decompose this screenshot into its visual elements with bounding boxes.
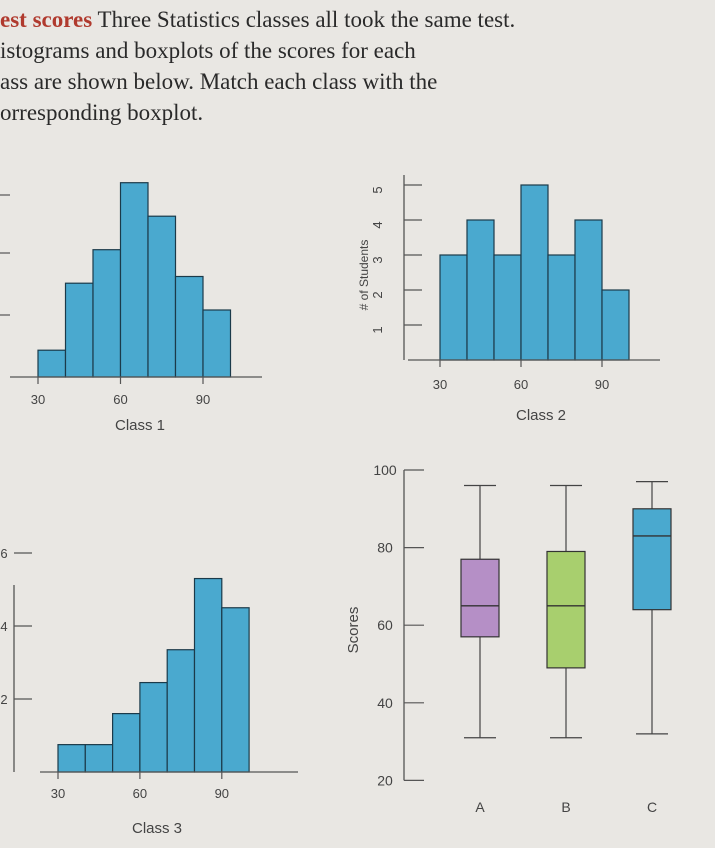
boxplot-y-tick-label: 40: [377, 695, 393, 711]
hist3-bar: [221, 607, 250, 773]
boxplot-box: [546, 550, 586, 669]
hist2-y-tick-label: 1: [370, 326, 385, 333]
hist2-bar: [493, 254, 522, 361]
hist1-x-tick-label: 30: [31, 392, 45, 407]
hist3-bar: [193, 577, 223, 773]
hist1-bar: [147, 215, 177, 378]
problem-statement: est scores Three Statistics classes all …: [0, 4, 715, 128]
boxplot-box: [632, 508, 672, 611]
boxplot-y-label: Scores: [345, 607, 362, 654]
hist2-x-label: Class 2: [516, 407, 566, 424]
problem-line-4: orresponding boxplot.: [0, 100, 204, 125]
hist1-bar: [37, 349, 67, 378]
hist2-y-label: # of Students: [357, 240, 371, 311]
hist2-y-tick-label: 2: [370, 291, 385, 298]
hist3-x-tick-label: 60: [133, 786, 147, 801]
hist2-y-tick-label: 3: [370, 256, 385, 263]
problem-line-2: istograms and boxplots of the scores for…: [0, 38, 416, 63]
hist3-x-label: Class 3: [132, 820, 182, 837]
hist3-y-tick-label: 4: [0, 619, 7, 634]
boxplot-category-label: B: [561, 799, 570, 815]
hist2-bar: [574, 219, 603, 361]
problem-heading: est scores: [0, 7, 93, 32]
hist3-y-tick-label: 2: [0, 692, 7, 707]
hist1-bar: [64, 282, 94, 378]
hist2-x-tick-label: 90: [595, 377, 609, 392]
boxplot-y-tick-label: 60: [377, 617, 393, 633]
hist2-x-tick-label: 30: [433, 377, 447, 392]
hist1-x-tick-label: 60: [113, 392, 127, 407]
hist3-bar: [57, 744, 86, 773]
boxplot-category-label: A: [475, 799, 485, 815]
hist1-x-tick-label: 90: [196, 392, 210, 407]
problem-line-1: est scores Three Statistics classes all …: [0, 4, 715, 35]
hist2-y-tick-label: 5: [370, 186, 385, 193]
hist3-x-tick-label: 30: [51, 786, 65, 801]
hist3-bar: [139, 681, 168, 773]
hist2-x-tick-label: 60: [514, 377, 528, 392]
boxplot-y-tick-label: 80: [377, 540, 393, 556]
hist3-y-tick-label: 6: [0, 546, 7, 561]
hist3-bar: [111, 712, 141, 773]
boxplot-y-tick-label: 20: [377, 772, 393, 788]
hist3-x-tick-label: 90: [215, 786, 229, 801]
hist2-bar: [520, 184, 549, 361]
boxplot-box: [460, 558, 500, 638]
boxplot-y-tick-label: 100: [373, 462, 397, 478]
problem-text: Three Statistics classes all took the sa…: [92, 7, 516, 32]
hist2-bar: [601, 289, 630, 361]
hist2-bar: [439, 254, 468, 361]
hist2-bar: [547, 254, 576, 361]
problem-line-3: ass are shown below. Match each class wi…: [0, 69, 438, 94]
hist1-bar: [92, 249, 122, 378]
boxplot-category-label: C: [647, 799, 657, 815]
hist1-bar: [119, 182, 149, 378]
hist3-bar: [84, 744, 114, 773]
hist1-x-label: Class 1: [115, 417, 165, 434]
hist1-bar: [174, 275, 204, 378]
hist2-bar: [466, 219, 495, 361]
hist3-bar: [166, 649, 196, 773]
hist2-y-tick-label: 4: [370, 221, 385, 228]
hist1-bar: [202, 309, 232, 378]
